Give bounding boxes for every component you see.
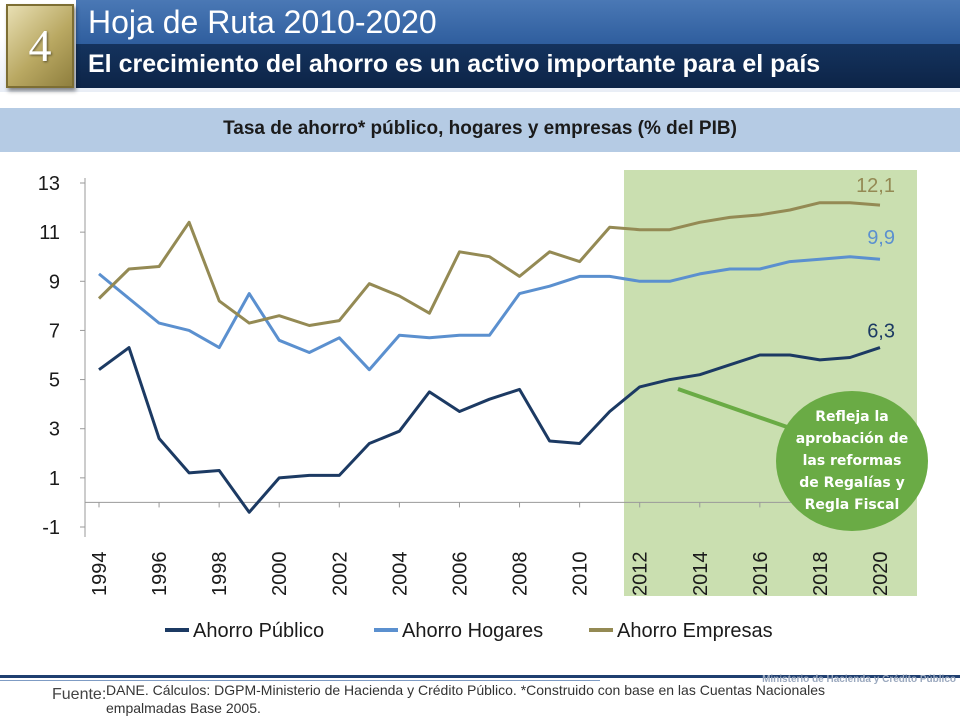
annotation-text-line: de Regalías y — [799, 475, 905, 491]
annotation-text-line: Regla Fiscal — [805, 497, 900, 513]
x-tick-label: 2020 — [870, 552, 892, 597]
series-end-label: 12,1 — [856, 175, 895, 197]
x-tick-label: 2006 — [449, 552, 471, 597]
legend-label: Ahorro Empresas — [617, 620, 773, 642]
x-tick-label: 2014 — [690, 552, 712, 597]
title-band — [76, 0, 960, 44]
y-tick-label: 1 — [49, 468, 60, 490]
subtitle-band — [76, 44, 960, 88]
page-subtitle: El crecimiento del ahorro es un activo i… — [88, 50, 821, 78]
page-title: Hoja de Ruta 2010-2020 — [88, 4, 437, 40]
section-number-box: 4 — [6, 4, 74, 88]
x-tick-label: 2004 — [389, 552, 411, 597]
y-tick-label: 5 — [49, 370, 60, 392]
series-end-label: 6,3 — [867, 321, 895, 343]
x-tick-label: 1998 — [209, 552, 231, 597]
section-number: 4 — [28, 20, 52, 71]
footer-divider — [0, 675, 960, 678]
x-tick-label: 2002 — [329, 552, 351, 597]
y-tick-label: 13 — [38, 173, 60, 195]
x-tick-label: 2012 — [630, 552, 652, 597]
x-tick-label: 2000 — [269, 552, 291, 597]
ministry-logo-text: Ministerio de Hacienda y Crédito Público — [762, 674, 956, 685]
annotation-text-line: Refleja la — [815, 409, 889, 425]
series-line-0 — [98, 346, 881, 514]
y-tick-label: -1 — [42, 517, 60, 539]
series-line-2 — [97, 201, 881, 327]
y-tick-label: 3 — [49, 419, 60, 441]
x-tick-label: 2008 — [510, 552, 532, 597]
source-label: Fuente: — [52, 686, 107, 703]
x-tick-label: 2010 — [570, 552, 592, 597]
x-tick-label: 1994 — [89, 552, 111, 597]
series-line-1 — [98, 255, 881, 372]
annotation-text-line: aprobación de — [796, 431, 909, 447]
annotation-text-line: las reformas — [803, 453, 902, 469]
chart-title-band — [0, 108, 960, 152]
annotation-bubble — [776, 391, 928, 531]
x-tick-label: 1996 — [149, 552, 171, 597]
chart-title: Tasa de ahorro* público, hogares y empre… — [223, 118, 737, 139]
source-text: DANE. Cálculos: DGPM-Ministerio de Hacie… — [106, 682, 826, 716]
y-tick-label: 9 — [49, 271, 60, 293]
y-tick-label: 11 — [39, 222, 60, 244]
x-tick-label: 2018 — [810, 552, 832, 597]
x-tick-label: 2016 — [750, 552, 772, 597]
y-tick-label: 7 — [49, 320, 60, 342]
legend-label: Ahorro Público — [193, 620, 324, 642]
footer-divider-thin — [0, 680, 600, 681]
series-end-label: 9,9 — [867, 227, 895, 249]
legend-label: Ahorro Hogares — [402, 620, 543, 642]
annotation-pointer — [677, 387, 791, 430]
